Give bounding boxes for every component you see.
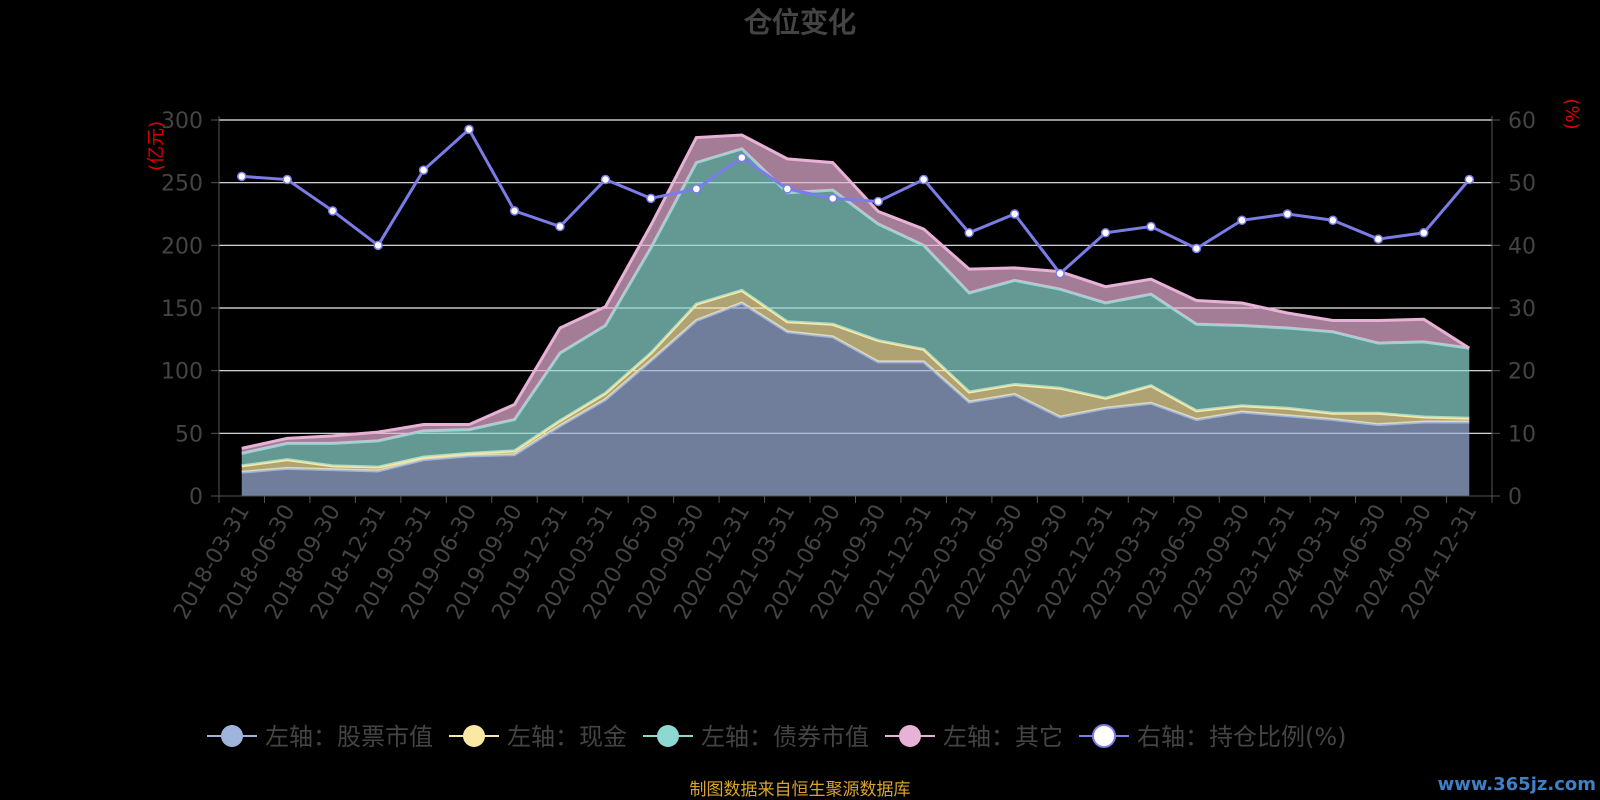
legend-label: 左轴：其它 bbox=[943, 723, 1063, 751]
y-left-tick-label: 150 bbox=[161, 297, 203, 322]
ratio-point bbox=[1282, 209, 1293, 219]
area-0 bbox=[241, 302, 1470, 496]
ratio-point bbox=[782, 184, 793, 194]
legend-item: 右轴：持仓比例(%) bbox=[1079, 723, 1347, 751]
y-right-tick-label: 10 bbox=[1508, 422, 1536, 447]
legend-marker bbox=[221, 725, 243, 747]
y-right-tick-label: 30 bbox=[1508, 297, 1536, 322]
ratio-point bbox=[1464, 174, 1475, 185]
y-left-tick-label: 250 bbox=[161, 172, 203, 197]
watermark: www.365jz.com bbox=[1438, 774, 1596, 795]
ratio-point bbox=[1237, 215, 1247, 226]
ratio-point bbox=[464, 124, 474, 135]
legend-item: 左轴：债券市值 bbox=[643, 723, 869, 751]
y-right-tick-label: 60 bbox=[1508, 109, 1536, 134]
legend-label: 右轴：持仓比例(%) bbox=[1137, 723, 1347, 751]
ratio-point bbox=[1100, 228, 1111, 238]
ratio-point bbox=[873, 196, 883, 207]
right-axis-unit: (%) bbox=[1561, 98, 1582, 129]
stacked-areas bbox=[241, 133, 1471, 496]
legend-item: 左轴：股票市值 bbox=[207, 723, 433, 751]
legend-item: 左轴：现金 bbox=[449, 723, 627, 751]
ratio-line bbox=[241, 127, 1471, 276]
legend-marker bbox=[1092, 724, 1116, 748]
legend-marker bbox=[657, 725, 679, 747]
ratio-point bbox=[418, 165, 429, 175]
y-left-tick-label: 200 bbox=[161, 234, 203, 259]
ratio-line-series bbox=[236, 124, 1475, 279]
ratio-point bbox=[600, 174, 611, 185]
ratio-point bbox=[1191, 243, 1202, 254]
ratio-point bbox=[1419, 228, 1429, 238]
y-right-tick-label: 0 bbox=[1508, 485, 1522, 510]
ratio-point bbox=[646, 193, 656, 204]
ratio-point bbox=[282, 174, 292, 185]
ratio-point bbox=[1146, 221, 1156, 232]
ratio-point bbox=[964, 228, 974, 238]
y-right-tick-label: 50 bbox=[1508, 172, 1536, 197]
y-left-tick-label: 100 bbox=[161, 360, 203, 385]
ratio-point bbox=[1055, 268, 1065, 279]
source-note: 制图数据来自恒生聚源数据库 bbox=[690, 780, 911, 800]
y-left-tick-label: 300 bbox=[161, 109, 203, 134]
ratio-point bbox=[1373, 234, 1384, 244]
ratio-point bbox=[373, 240, 383, 251]
legend-marker bbox=[899, 725, 921, 747]
ratio-point bbox=[555, 221, 565, 232]
legend-item: 左轴：其它 bbox=[885, 723, 1063, 751]
chart-title: 仓位变化 bbox=[744, 6, 856, 39]
ratio-point bbox=[737, 152, 747, 163]
legend-label: 左轴：债券市值 bbox=[701, 723, 869, 751]
y-right-tick-label: 40 bbox=[1508, 234, 1536, 259]
y-left-tick-label: 50 bbox=[175, 422, 203, 447]
ratio-point bbox=[509, 206, 520, 216]
ratio-point bbox=[1328, 215, 1338, 226]
ratio-point bbox=[828, 193, 838, 204]
left-axis-unit: (亿元) bbox=[146, 121, 167, 171]
area-2 bbox=[241, 148, 1470, 468]
area-line-3 bbox=[241, 133, 1471, 450]
ratio-point bbox=[691, 184, 702, 194]
y-left-tick-label: 0 bbox=[189, 485, 203, 510]
legend-marker bbox=[463, 725, 485, 747]
legend-label: 左轴：股票市值 bbox=[265, 723, 433, 751]
ratio-point bbox=[327, 206, 338, 216]
ratio-point bbox=[236, 171, 247, 182]
y-right-tick-label: 20 bbox=[1508, 360, 1536, 385]
legend: 左轴：股票市值 左轴：现金 左轴：债券市值 左轴：其它 右轴：持仓比例(%) bbox=[207, 723, 1347, 751]
ratio-point bbox=[918, 174, 929, 185]
legend-label: 左轴：现金 bbox=[507, 723, 627, 751]
ratio-point bbox=[1009, 209, 1020, 219]
